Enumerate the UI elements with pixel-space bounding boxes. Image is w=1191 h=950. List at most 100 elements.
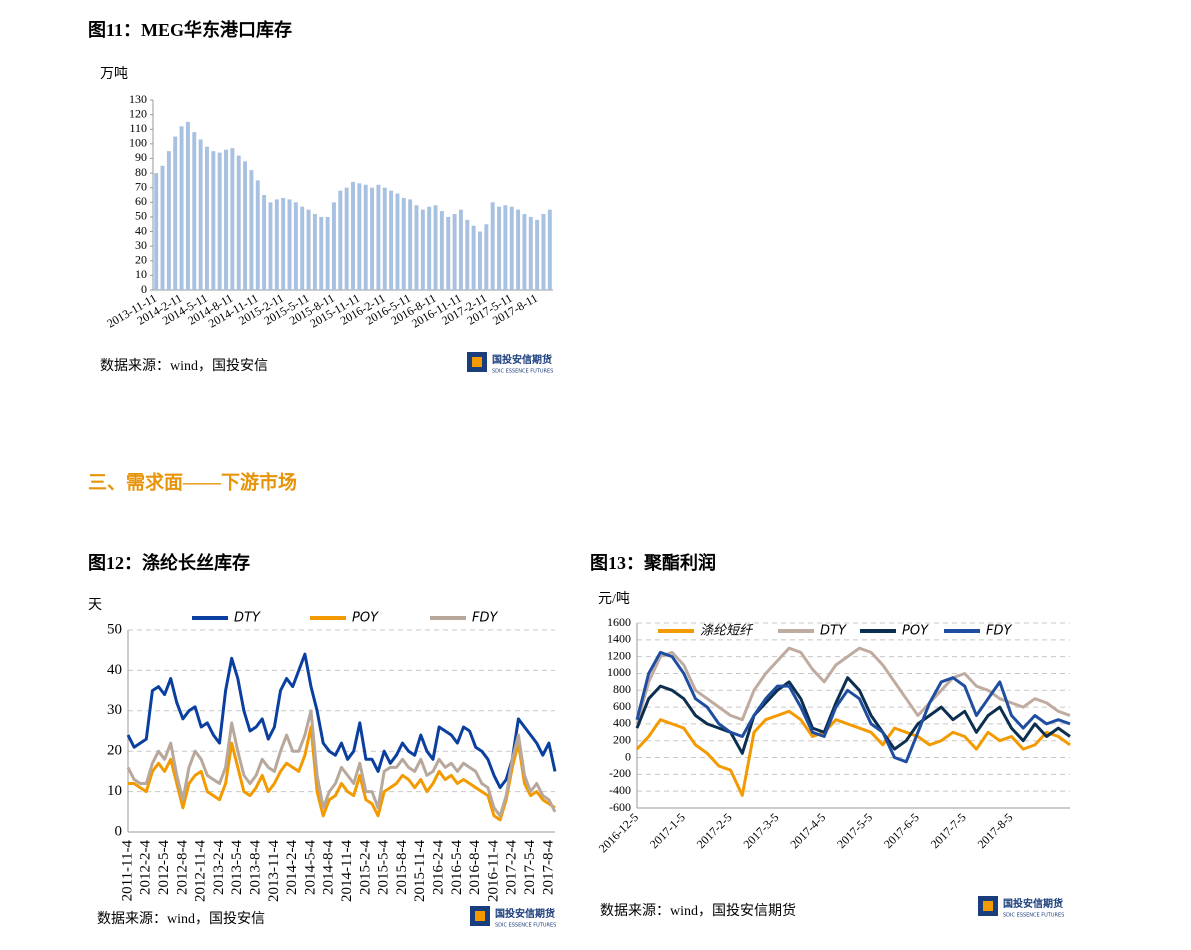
x-tick-label: 2015-8-4 xyxy=(394,840,410,895)
logo: 国投安信期货 SDIC ESSENCE FUTURES xyxy=(467,352,553,375)
y-tick-label: 120 xyxy=(129,106,147,120)
bar xyxy=(363,184,368,290)
series-line xyxy=(126,709,557,818)
y-tick-label: 1200 xyxy=(607,648,631,662)
y-tick-label: 400 xyxy=(613,716,631,730)
x-tick-label: 2017-3-5 xyxy=(740,810,781,851)
legend-label: POY xyxy=(352,611,379,626)
y-tick-label: 70 xyxy=(135,179,147,193)
bar xyxy=(547,209,552,290)
bar xyxy=(230,148,235,290)
series-line xyxy=(635,646,1071,725)
series-line xyxy=(635,709,1071,797)
bar xyxy=(205,146,209,290)
x-tick-label: 2013-8-4 xyxy=(248,840,264,895)
y-tick-label: 100 xyxy=(129,136,147,150)
bar xyxy=(541,214,546,290)
bar xyxy=(243,161,248,290)
y-tick-label: -600 xyxy=(609,800,631,814)
series-line xyxy=(635,650,1071,764)
x-tick-label: 2012-8-4 xyxy=(174,840,190,895)
legend-label: 涤纶短纤 xyxy=(700,624,754,639)
x-tick-label: 2017-2-5 xyxy=(694,810,735,851)
legend-label: DTY xyxy=(234,611,261,626)
bar xyxy=(262,195,267,290)
x-tick-label: 2014-11-4 xyxy=(339,840,355,902)
bar xyxy=(351,181,355,290)
y-tick-label: 90 xyxy=(135,150,147,164)
bar xyxy=(179,126,184,290)
logo-text: 国投安信期货 xyxy=(492,353,552,366)
x-tick-label: 2011-11-4 xyxy=(119,840,135,902)
y-tick-label: 1600 xyxy=(607,615,631,629)
bar xyxy=(478,231,482,290)
figure-title: 图11：MEG华东港口库存 xyxy=(88,19,292,40)
x-tick-label: 2016-11-4 xyxy=(485,840,501,902)
y-tick-label: 60 xyxy=(135,194,147,208)
bar xyxy=(427,206,432,290)
bar xyxy=(490,202,495,290)
bar xyxy=(376,184,381,290)
x-tick-label: 2014-5-4 xyxy=(302,840,318,895)
logo: 国投安信期货 SDIC ESSENCE FUTURES xyxy=(978,896,1064,919)
x-tick-label: 2013-2-4 xyxy=(211,840,227,895)
logo-icon xyxy=(475,911,485,921)
bar xyxy=(370,187,375,290)
bar xyxy=(414,205,419,290)
y-tick-label: 50 xyxy=(107,621,122,637)
x-tick-label: 2014-2-4 xyxy=(284,840,300,895)
bar xyxy=(300,206,305,290)
legend-label: POY xyxy=(902,624,929,639)
x-tick-label: 2012-2-4 xyxy=(138,840,154,895)
bar xyxy=(465,219,470,290)
figure-title: 图13：聚酯利润 xyxy=(590,552,716,573)
bar xyxy=(185,121,190,290)
bar xyxy=(458,209,463,290)
bar xyxy=(484,224,489,290)
x-tick-label: 2012-11-4 xyxy=(193,840,209,902)
bar xyxy=(522,214,527,290)
bar xyxy=(166,151,171,290)
x-tick-label: 2017-8-4 xyxy=(540,840,556,895)
x-tick-label: 2015-11-4 xyxy=(412,840,428,902)
legend-label: FDY xyxy=(472,611,498,626)
bar xyxy=(160,165,165,290)
x-tick-label: 2016-5-4 xyxy=(449,840,465,895)
x-tick-label: 2015-2-4 xyxy=(357,840,373,895)
bar xyxy=(293,202,298,290)
y-axis-label: 元/吨 xyxy=(598,591,630,607)
bar xyxy=(446,216,451,290)
y-tick-label: 50 xyxy=(135,209,147,223)
bar xyxy=(357,183,362,290)
logo-text: SDIC ESSENCE FUTURES xyxy=(1003,913,1064,919)
bar xyxy=(287,199,292,290)
bar xyxy=(319,216,324,290)
bar xyxy=(382,187,387,290)
bar xyxy=(249,170,254,290)
bar xyxy=(236,155,241,290)
series-line xyxy=(126,652,557,790)
y-tick-label: 40 xyxy=(135,223,147,237)
bar xyxy=(389,190,394,290)
bar xyxy=(274,199,279,290)
y-tick-label: 80 xyxy=(135,165,147,179)
series-line xyxy=(635,676,1071,755)
bar xyxy=(433,205,438,290)
section-heading: 三、需求面——下游市场 xyxy=(88,470,297,493)
bar xyxy=(173,136,178,290)
y-tick-label: 20 xyxy=(107,743,122,759)
bar xyxy=(395,193,400,290)
bar xyxy=(509,206,514,290)
bar xyxy=(471,225,476,290)
bar xyxy=(408,199,413,290)
x-tick-label: 2017-4-5 xyxy=(787,810,828,851)
x-tick-label: 2016-2-4 xyxy=(431,840,447,895)
bar xyxy=(255,180,260,290)
y-tick-label: 20 xyxy=(135,253,147,267)
x-tick-label: 2016-12-5 xyxy=(596,810,641,855)
x-tick-label: 2017-1-5 xyxy=(647,810,688,851)
bar xyxy=(325,216,330,290)
bar xyxy=(198,139,203,290)
bar xyxy=(224,149,228,290)
